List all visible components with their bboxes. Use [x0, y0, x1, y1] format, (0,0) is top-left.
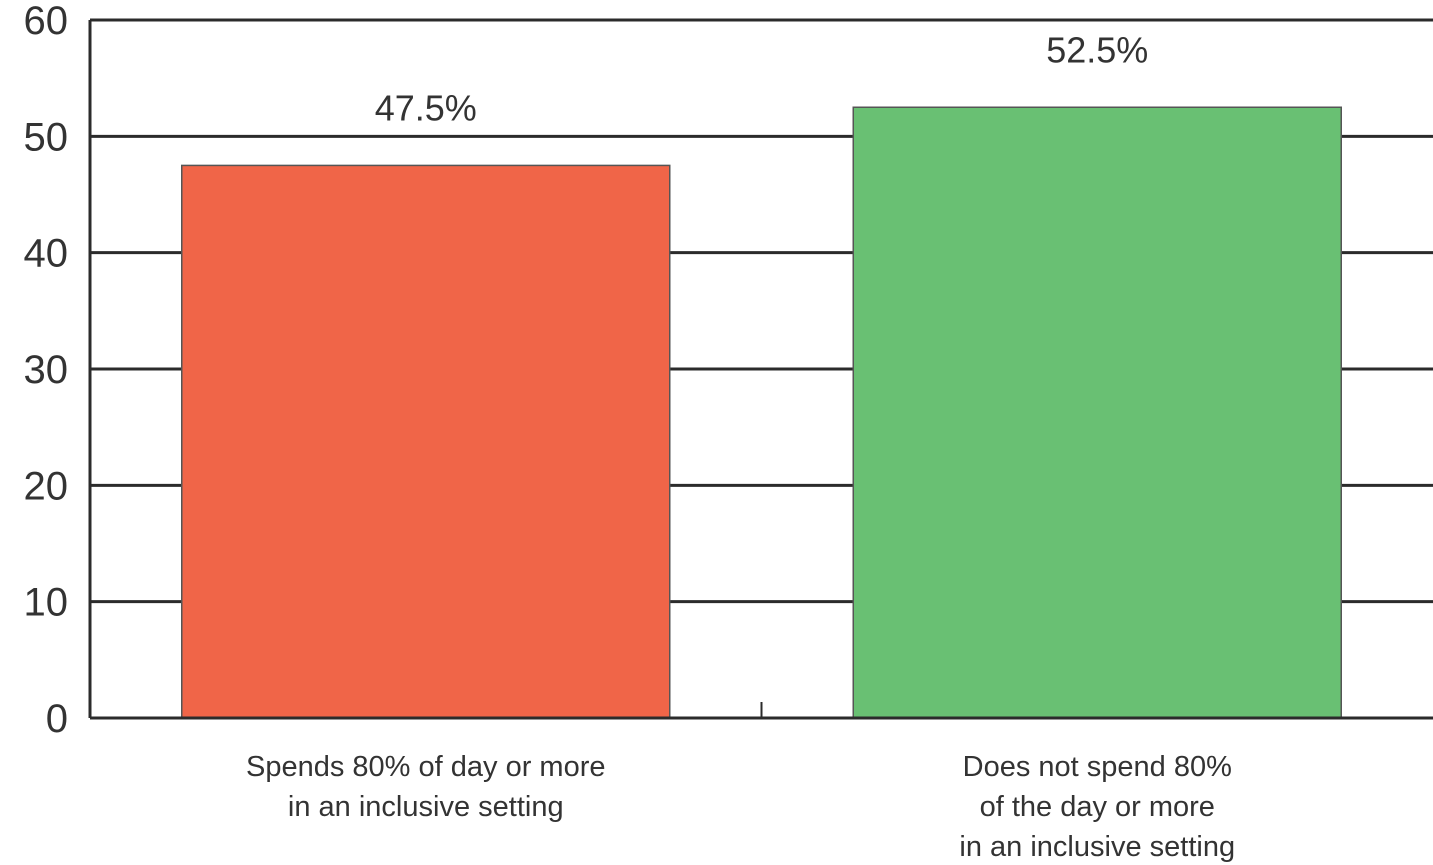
y-tick-label-50: 50: [24, 115, 69, 159]
y-tick-label-10: 10: [24, 581, 69, 625]
bars: [181, 106, 1342, 719]
category-label-1-line-1: Spends 80% of day or more: [246, 751, 605, 783]
axes: [88, 20, 1433, 720]
data-label-1: 47.5%: [375, 87, 477, 128]
category-label-1-line-2: in an inclusive setting: [288, 791, 564, 823]
data-label-2: 52.5%: [1046, 29, 1148, 70]
bar-1: [181, 164, 671, 719]
y-tick-label-0: 0: [46, 697, 68, 741]
y-tick-label-20: 20: [24, 464, 69, 508]
y-tick-label-60: 60: [24, 0, 69, 43]
y-tick-label-40: 40: [24, 232, 69, 276]
category-label-2-line-2: of the day or more: [980, 791, 1215, 823]
bar-2: [852, 106, 1342, 719]
y-tick-label-30: 30: [24, 348, 69, 392]
category-label-2-line-1: Does not spend 80%: [963, 751, 1232, 783]
category-label-2-line-3: in an inclusive setting: [959, 831, 1235, 863]
labels: 0 10 20 30 40 50 60 47.5% Spends 80% of day or m…: [24, 0, 1236, 863]
